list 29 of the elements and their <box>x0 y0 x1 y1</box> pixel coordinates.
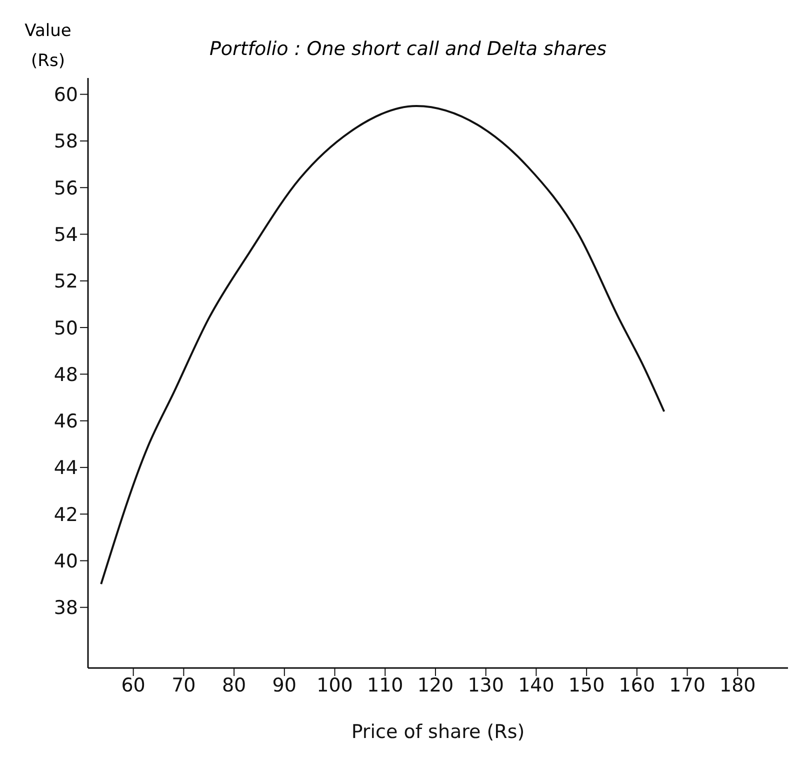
y-tick-label: 58 <box>54 130 78 153</box>
y-tick-label: 40 <box>54 550 78 572</box>
x-axis-title: Price of share (Rs) <box>351 721 525 743</box>
x-tick-label: 140 <box>518 674 554 696</box>
x-tick-label: 130 <box>468 674 504 696</box>
x-tick-label: 180 <box>720 674 756 696</box>
y-tick-label: 52 <box>54 270 78 293</box>
y-tick-label: 54 <box>54 224 78 246</box>
y-axis-title: Value (Rs) <box>24 20 72 73</box>
x-tick-label: 170 <box>669 674 706 696</box>
y-tick-label: 42 <box>54 504 78 526</box>
x-tick-label: 90 <box>272 674 296 696</box>
y-tick-label: 48 <box>54 364 78 386</box>
y-tick-label: 46 <box>54 410 78 433</box>
y-tick-label: 50 <box>54 317 78 340</box>
chart-title: Portfolio : One short call and Delta shares <box>208 38 608 60</box>
y-tick-label: 44 <box>54 457 78 480</box>
x-tick-label: 100 <box>316 674 353 696</box>
x-tick-label: 110 <box>366 674 404 696</box>
y-tick-label: 56 <box>54 177 78 200</box>
x-tick-label: 60 <box>121 674 146 696</box>
line-series <box>100 104 666 586</box>
x-tick-label: 80 <box>222 674 246 696</box>
y-tick-label: 38 <box>54 597 78 620</box>
x-tick-label: 150 <box>568 674 605 696</box>
x-tick-label: 70 <box>172 674 196 696</box>
x-tick-label: 120 <box>417 674 454 696</box>
y-tick-label: 60 <box>54 84 78 106</box>
x-tick-label: 160 <box>618 674 656 696</box>
